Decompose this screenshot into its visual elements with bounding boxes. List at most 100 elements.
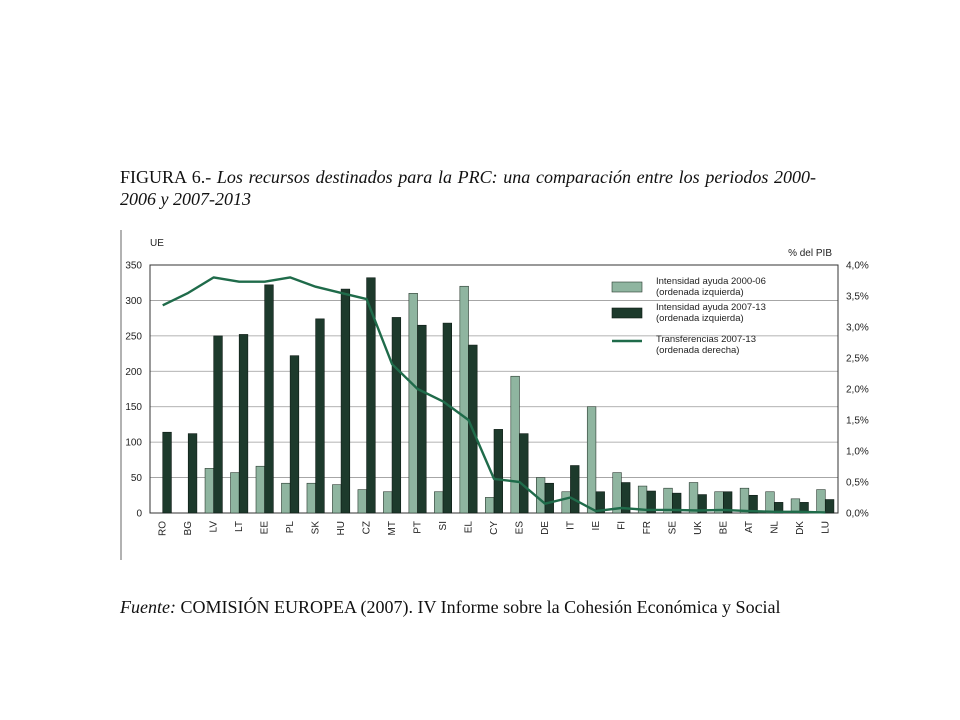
x-tick-label: CZ	[362, 521, 373, 534]
bar-2007-13	[213, 335, 223, 514]
y-right-axis-title: % del PIB	[788, 248, 832, 259]
y-right-tick-label: 2,5%	[846, 354, 869, 365]
y-left-tick-label: 350	[125, 261, 142, 272]
bar-2000-06	[281, 482, 291, 514]
bar-2007-13	[391, 317, 402, 514]
bar-2000-06	[612, 472, 622, 514]
bar-2000-06	[739, 487, 750, 514]
bar-2007-13	[315, 318, 325, 514]
y-right-tick-label: 3,0%	[846, 323, 869, 334]
y-right-tick-label: 0,5%	[846, 478, 869, 489]
x-tick-label: FR	[642, 521, 653, 534]
bar-2000-06	[306, 482, 316, 514]
x-tick-label: LT	[234, 521, 245, 532]
y-left-tick-label: 100	[125, 438, 142, 449]
bar-2000-06	[204, 468, 215, 514]
bar-2000-06	[510, 375, 520, 514]
bar-2000-06	[561, 491, 571, 514]
bar-2000-06	[332, 484, 342, 514]
bar-2000-06	[434, 491, 444, 514]
bar-2007-13	[595, 491, 605, 514]
y-right-tick-label: 4,0%	[846, 261, 869, 272]
x-tick-label: SI	[438, 521, 449, 530]
legend-sublabel-transfers: (ordenada derecha)	[656, 345, 739, 356]
bar-2000-06	[535, 477, 546, 514]
bar-2007-13	[366, 277, 376, 514]
y-right-tick-label: 0,0%	[846, 509, 869, 520]
y-left-tick-label: 300	[125, 296, 142, 307]
bar-2000-06	[408, 293, 418, 514]
bar-2000-06	[586, 406, 597, 514]
bar-2007-13	[672, 492, 682, 514]
x-tick-label: PT	[413, 521, 424, 534]
y-left-tick-label: 150	[125, 402, 142, 413]
x-tick-label: SK	[311, 521, 322, 535]
x-tick-label: BE	[718, 521, 729, 535]
y-right-tick-label: 3,5%	[846, 292, 869, 303]
x-tick-label: MT	[387, 521, 398, 535]
x-tick-label: IE	[591, 521, 602, 531]
bar-2007-13	[493, 429, 503, 514]
x-tick-label: SE	[667, 521, 678, 535]
x-tick-label: HU	[336, 521, 347, 535]
bar-2007-13	[289, 355, 300, 514]
bar-2000-06	[383, 491, 393, 514]
bar-2007-13	[824, 499, 835, 514]
bar-2007-13	[519, 433, 529, 514]
bar-2000-06	[765, 491, 775, 514]
x-tick-label: DE	[540, 521, 551, 535]
figure-title: Los recursos destinados para la PRC: una…	[120, 167, 817, 209]
legend-sublabel-2007-13: (ordenada izquierda)	[656, 313, 744, 324]
y-left-tick-label: 50	[131, 473, 143, 484]
x-tick-label: RO	[158, 521, 169, 536]
bar-2007-13	[723, 491, 733, 514]
x-tick-label: AT	[744, 521, 755, 533]
bar-2007-13	[162, 431, 172, 514]
x-tick-label: UK	[693, 521, 704, 535]
x-tick-label: IT	[565, 521, 576, 530]
x-tick-label: DK	[795, 521, 806, 535]
bar-2000-06	[357, 489, 367, 514]
bar-2007-13	[544, 482, 554, 514]
source-label: Fuente:	[120, 597, 176, 617]
y-left-tick-label: 200	[125, 367, 142, 378]
x-tick-label: FI	[616, 521, 627, 530]
y-right-tick-label: 2,0%	[846, 385, 869, 396]
x-tick-label: BG	[183, 521, 194, 536]
y-right-tick-label: 1,0%	[846, 447, 869, 458]
bar-2007-13	[748, 494, 758, 514]
x-tick-label: EE	[260, 521, 271, 535]
bar-2007-13	[442, 322, 453, 514]
y-left-tick-label: 250	[125, 331, 142, 342]
x-tick-label: ES	[514, 521, 525, 535]
bar-2007-13	[417, 324, 427, 514]
bar-2000-06	[688, 482, 699, 514]
bar-2000-06	[485, 497, 495, 514]
legend-label-2000-06: Intensidad ayuda 2000-06	[656, 276, 766, 287]
figure-number: FIGURA 6.-	[120, 167, 212, 187]
legend-swatch-2000-06	[611, 281, 643, 293]
bar-2000-06	[230, 472, 240, 514]
bar-2007-13	[340, 288, 351, 514]
x-tick-label: LU	[820, 521, 831, 534]
legend-swatch-2007-13	[611, 307, 643, 319]
figure-source: Fuente: COMISIÓN EUROPEA (2007). IV Info…	[120, 596, 820, 618]
x-tick-label: CY	[489, 521, 500, 535]
bar-2007-13	[697, 494, 707, 514]
x-tick-label: LV	[209, 521, 220, 533]
legend-label-2007-13: Intensidad ayuda 2007-13	[656, 302, 766, 313]
y-left-axis-title: UE	[150, 238, 164, 249]
transfers-line	[162, 276, 826, 514]
bar-2007-13	[238, 334, 249, 514]
legend-label-transfers: Transferencias 2007-13	[656, 334, 756, 345]
legend-sublabel-2000-06: (ordenada izquierda)	[656, 287, 744, 298]
bar-2000-06	[816, 489, 826, 514]
bar-2007-13	[621, 482, 631, 514]
bar-2007-13	[264, 284, 274, 514]
y-left-tick-label: 0	[136, 509, 142, 520]
x-tick-label: NL	[769, 521, 780, 534]
y-right-tick-label: 1,5%	[846, 416, 869, 427]
bar-2007-13	[646, 490, 656, 514]
bar-2000-06	[459, 285, 469, 514]
